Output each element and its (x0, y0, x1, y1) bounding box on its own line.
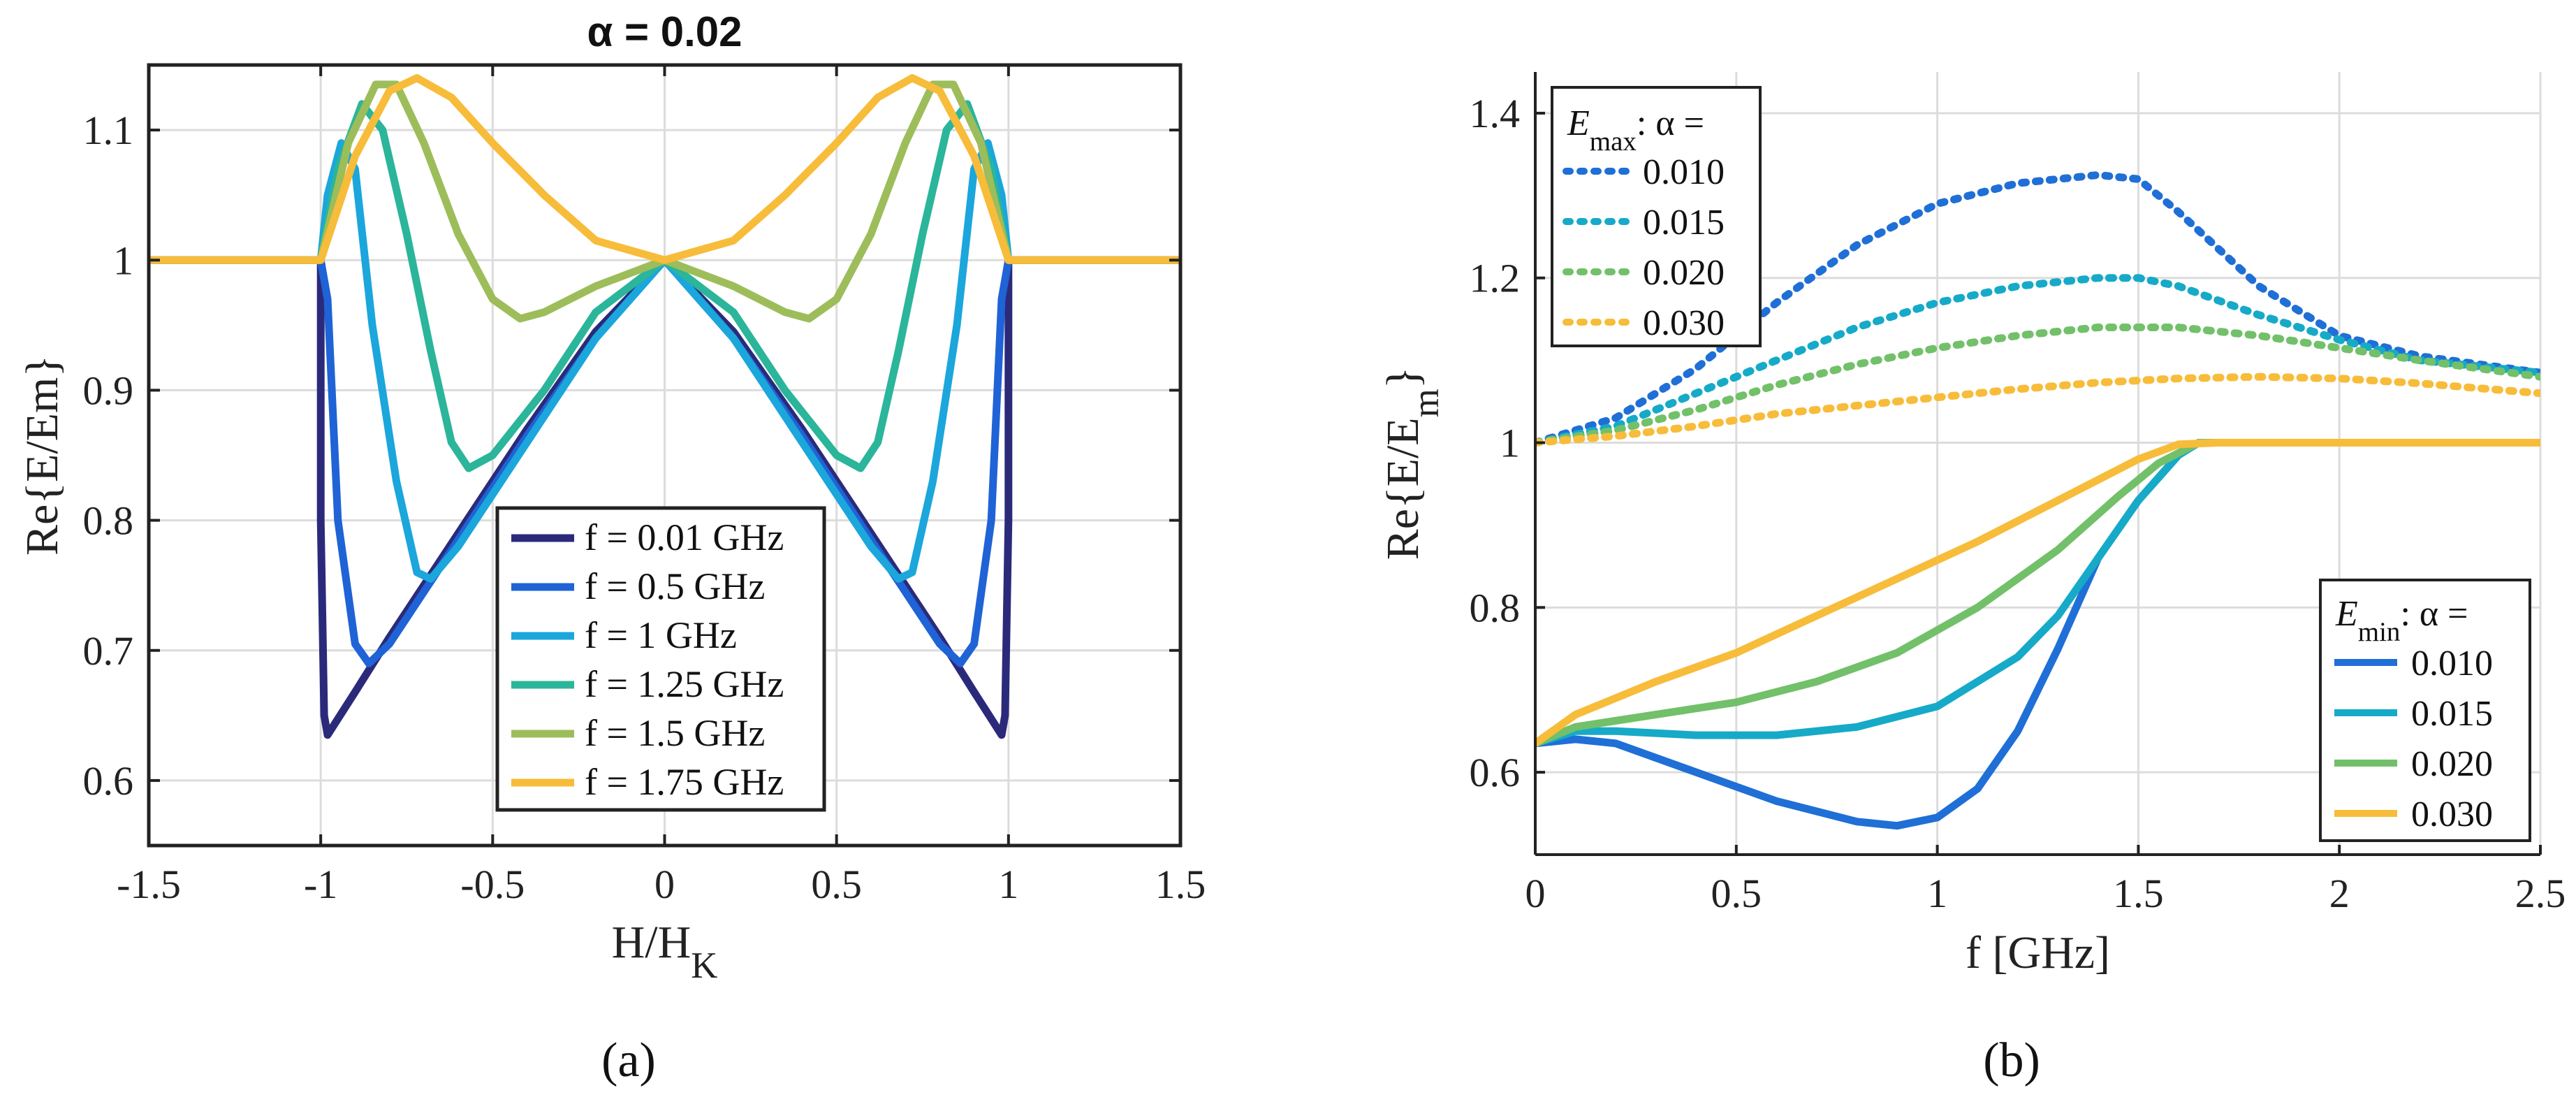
series-line-6 (149, 74, 1180, 264)
legend-label-4: 0.030 (2411, 795, 2493, 834)
legend-title: Emin: α = (2335, 594, 2468, 647)
x-axis-label: H/HK (612, 917, 718, 986)
y-tick-label: 1.1 (83, 108, 134, 153)
legend-label-2: 0.015 (1643, 203, 1725, 242)
x-tick-label: -0.5 (460, 862, 525, 907)
legend-title: Emax: α = (1567, 103, 1704, 157)
y-axis-label: Re{E/Em} (1377, 367, 1447, 560)
text-span: Re{E/E (1377, 417, 1428, 560)
y-axis-label: Re{E/Em} (17, 355, 68, 556)
text-span: E (1567, 103, 1590, 143)
x-tick-label: 1.5 (1155, 862, 1206, 907)
legend-label-6: f = 1.75 GHz (585, 761, 784, 803)
x-tick-label: 0.5 (811, 862, 862, 907)
legend-label-1: f = 0.01 GHz (585, 516, 784, 558)
y-tick-label: 0.8 (83, 498, 134, 544)
legend-label-3: f = 1 GHz (585, 614, 737, 656)
x-tick-label: -1.5 (117, 862, 181, 907)
y-tick-label: 1.4 (1470, 91, 1521, 136)
x-tick-label: 2 (2329, 871, 2350, 916)
text-span: E (2335, 594, 2358, 634)
y-tick-label: 1 (113, 238, 133, 283)
x-axis-label: f [GHz] (1966, 927, 2110, 978)
x-tick-label: 1 (1927, 871, 1947, 916)
legend-label-2: 0.015 (2411, 694, 2493, 734)
legend-label-4: 0.030 (1643, 303, 1725, 343)
legend-label-1: 0.010 (1643, 152, 1725, 192)
panel-label-b: (b) (1983, 1034, 2040, 1087)
panel-b: 0 0.5 1 1.5 2 2.5 0.6 0.8 1 1.2 1.4 f [GHz] Re{E/Em}… (1377, 72, 2566, 1087)
x-tick-label: -1 (304, 862, 337, 907)
legend-label-3: 0.020 (2411, 744, 2493, 784)
x-tick-label: 1 (998, 862, 1018, 907)
x-tick-label: 1.5 (2113, 871, 2164, 916)
text-span: max (1590, 126, 1637, 157)
text-span: : α = (2400, 594, 2468, 634)
legend-a: f = 0.01 GHz f = 0.5 GHz f = 1 GHz f = 1.25… (495, 506, 826, 812)
y-tick-label: 0.8 (1470, 585, 1521, 630)
legend-box (495, 506, 826, 812)
emin-series-line-3 (1535, 439, 2540, 747)
legend-label-2: f = 0.5 GHz (585, 565, 765, 607)
x-tick-label: 0.5 (1711, 871, 1762, 916)
legend-label-3: 0.020 (1643, 253, 1725, 293)
legend-label-1: 0.010 (2411, 644, 2493, 683)
x-tick-label: 0 (654, 862, 675, 907)
emin-series-line-4 (1535, 439, 2540, 747)
emin-series-line-2 (1535, 439, 2540, 748)
legend-box (1551, 86, 1762, 347)
legend-label-5: f = 1.5 GHz (585, 712, 765, 754)
emax-series-line-1 (1535, 171, 2540, 447)
emax-series-line-3 (1535, 324, 2540, 447)
text-span: min (2358, 617, 2401, 647)
chart-title: α = 0.02 (587, 8, 742, 55)
text-span: m (1406, 389, 1447, 417)
y-tick-label: 1 (1500, 421, 1520, 466)
y-tick-label: 0.6 (83, 758, 134, 804)
emax-series-line-2 (1535, 274, 2540, 447)
x-tick-label: 0 (1525, 871, 1546, 916)
legend-label-4: f = 1.25 GHz (585, 663, 784, 705)
panel-b-series (1535, 171, 2540, 830)
text-span: : α = (1637, 103, 1704, 143)
text-span: } (1377, 367, 1428, 389)
panel-a-series (149, 74, 1180, 739)
y-tick-label: 1.2 (1470, 256, 1521, 301)
y-tick-label: 0.7 (83, 628, 134, 674)
emax-series-line-4 (1535, 372, 2540, 447)
y-tick-label: 0.9 (83, 368, 134, 413)
text-span: K (691, 945, 717, 986)
panel-label-a: (a) (601, 1034, 656, 1087)
text-span: H/H (612, 917, 691, 968)
panel-a: -1.5 -1 -0.5 0 0.5 1 1.5 0.6 0.7 0.8 0.9 1 1.1 α = 0.… (17, 8, 1206, 1087)
x-tick-label: 2.5 (2515, 871, 2566, 916)
y-tick-label: 0.6 (1470, 750, 1521, 795)
